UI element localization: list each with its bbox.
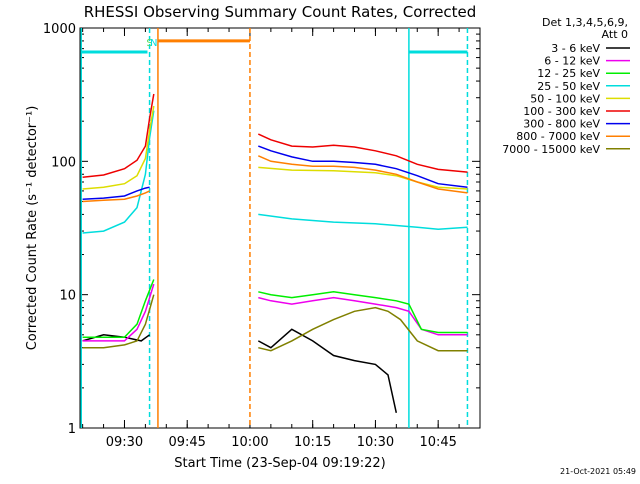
plot-frame (79, 27, 481, 429)
y-tick-label: 10 (59, 289, 76, 304)
legend-label: 100 - 300 keV (523, 105, 600, 118)
x-axis-label: Start Time (23-Sep-04 09:19:22) (174, 456, 385, 471)
series-line (82, 110, 155, 234)
y-axis-label: Corrected Count Rate (s⁻¹ detector⁻¹) (25, 106, 40, 351)
legend-label: 3 - 6 keV (551, 42, 600, 55)
series-line (82, 294, 155, 349)
series-line (257, 133, 468, 173)
series-line (257, 328, 398, 413)
series-line (258, 291, 468, 334)
series-line (82, 279, 155, 338)
y-tick-label: 1000 (43, 22, 76, 37)
x-tick-label: 10:15 (294, 435, 331, 450)
series-line (82, 190, 150, 203)
markers-group (80, 28, 469, 428)
y-tick-label: 1 (68, 422, 76, 437)
legend-header: Att 0 (602, 28, 628, 41)
legend-label: 800 - 7000 keV (516, 130, 600, 143)
flag-label: S (146, 38, 152, 49)
flag-label: N (150, 38, 157, 49)
legend-label: 50 - 100 keV (530, 92, 600, 105)
series-line (82, 105, 155, 190)
x-tick-label: 09:45 (168, 435, 205, 450)
x-tick-label: 10:30 (357, 435, 394, 450)
series-group (82, 93, 468, 413)
x-tick-label: 09:30 (106, 435, 143, 450)
series-line (82, 283, 155, 342)
series-line (258, 296, 468, 336)
legend-label: 25 - 50 keV (537, 80, 600, 93)
chart-title: RHESSI Observing Summary Count Rates, Co… (84, 3, 477, 21)
x-tick-label: 10:00 (231, 435, 268, 450)
footer-timestamp: 21-Oct-2021 05:49 (560, 467, 636, 476)
x-tick-label: 10:45 (419, 435, 456, 450)
series-line (257, 155, 468, 194)
series-line (82, 93, 155, 178)
series-line (82, 186, 150, 200)
series-line (258, 306, 468, 352)
series-line (258, 145, 468, 188)
series-line (258, 213, 468, 230)
y-tick-label: 100 (51, 155, 76, 170)
legend-label: 7000 - 15000 keV (502, 143, 600, 156)
legend-label: 300 - 800 keV (523, 118, 600, 131)
series-line (258, 166, 468, 190)
legend-label: 6 - 12 keV (544, 55, 600, 68)
legend-label: 12 - 25 keV (537, 67, 600, 80)
legend-header: Det 1,3,4,5,6,9, (542, 16, 628, 29)
